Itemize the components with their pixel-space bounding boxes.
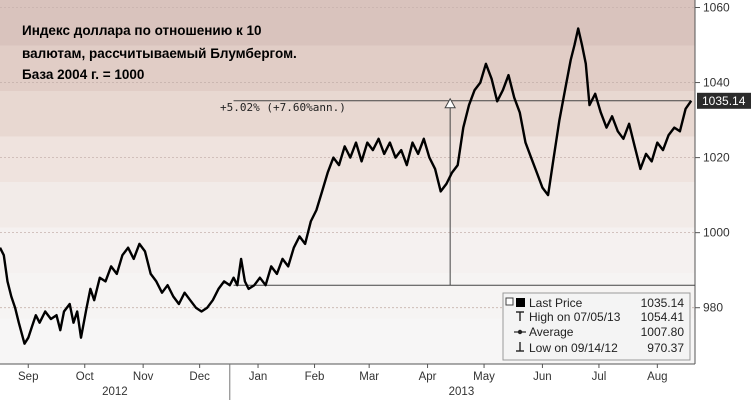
y-tick-label: 1000	[703, 226, 730, 240]
title-line-1: Индекс доллара по отношению к 10	[22, 23, 262, 38]
x-tick-label: Aug	[647, 371, 667, 383]
x-tick-label: Sep	[18, 371, 38, 383]
legend: Last Price 1035.14 High on 07/05/13 1054…	[502, 292, 691, 361]
x-tick-label: May	[473, 371, 495, 383]
x-tick-label: Mar	[359, 371, 379, 383]
average-marker-icon	[514, 329, 526, 335]
high-marker-icon	[516, 311, 524, 321]
legend-average-label: Average	[529, 325, 574, 339]
legend-last-price-value: 1035.14	[641, 296, 685, 310]
y-axis-ticks: 980 1000 1020 1040 1060	[695, 1, 730, 315]
background-band	[0, 0, 695, 46]
background-bands	[0, 0, 695, 319]
last-price-tag-text: 1035.14	[702, 94, 746, 108]
x-tick-label: Jul	[592, 371, 607, 383]
series-line	[0, 27, 693, 345]
reference-lines	[233, 100, 695, 286]
x-tick-label: Feb	[305, 371, 325, 383]
change-annotation: +5.02% (+7.60%ann.)	[220, 101, 346, 114]
last-price-tag-box	[697, 92, 751, 109]
y-tick-label: 1020	[703, 151, 730, 165]
low-marker-icon	[516, 342, 524, 352]
year-labels: 2012 2013	[102, 386, 474, 398]
year-label: 2013	[449, 386, 475, 398]
change-arrow	[444, 97, 456, 286]
x-tick-label: Jun	[533, 371, 552, 383]
last-price-swatch-icon	[516, 298, 525, 307]
legend-box	[502, 292, 691, 361]
x-tick-label: Jan	[249, 371, 268, 383]
background-band	[0, 182, 695, 228]
legend-high-value: 1054.41	[641, 310, 685, 324]
legend-high-label: High on 07/05/13	[529, 310, 621, 324]
title-line-2: валютам, рассчитываемый Блумбергом.	[22, 46, 297, 61]
x-tick-label: Apr	[419, 371, 437, 383]
legend-last-price-label: Last Price	[529, 296, 583, 310]
background-band	[0, 91, 695, 137]
background-band	[0, 45, 695, 92]
background-band	[0, 136, 695, 183]
legend-toggle-icon[interactable]	[505, 297, 514, 306]
x-tick-label: Oct	[76, 371, 95, 383]
legend-average-value: 1007.80	[641, 325, 685, 339]
y-tick-label: 1040	[703, 76, 730, 90]
last-price-tag: 1035.14	[697, 92, 751, 109]
year-label: 2012	[102, 386, 128, 398]
x-tick-label: Nov	[133, 371, 154, 383]
legend-low-value: 970.37	[647, 341, 684, 355]
title-line-3: База 2004 г. = 1000	[22, 67, 144, 82]
legend-low-label: Low on 09/14/12	[529, 341, 618, 355]
chart-title: Индекс доллара по отношению к 10 валютам…	[22, 23, 297, 82]
x-tick-label: Dec	[189, 371, 210, 383]
background-band	[0, 227, 695, 274]
y-tick-label: 1060	[703, 1, 730, 15]
x-axis-ticks: Sep Oct Nov Dec Jan Feb Mar Apr May Jun Jul Aug	[18, 364, 668, 400]
y-tick-label: 980	[703, 301, 723, 315]
change-arrow-head	[444, 97, 456, 109]
